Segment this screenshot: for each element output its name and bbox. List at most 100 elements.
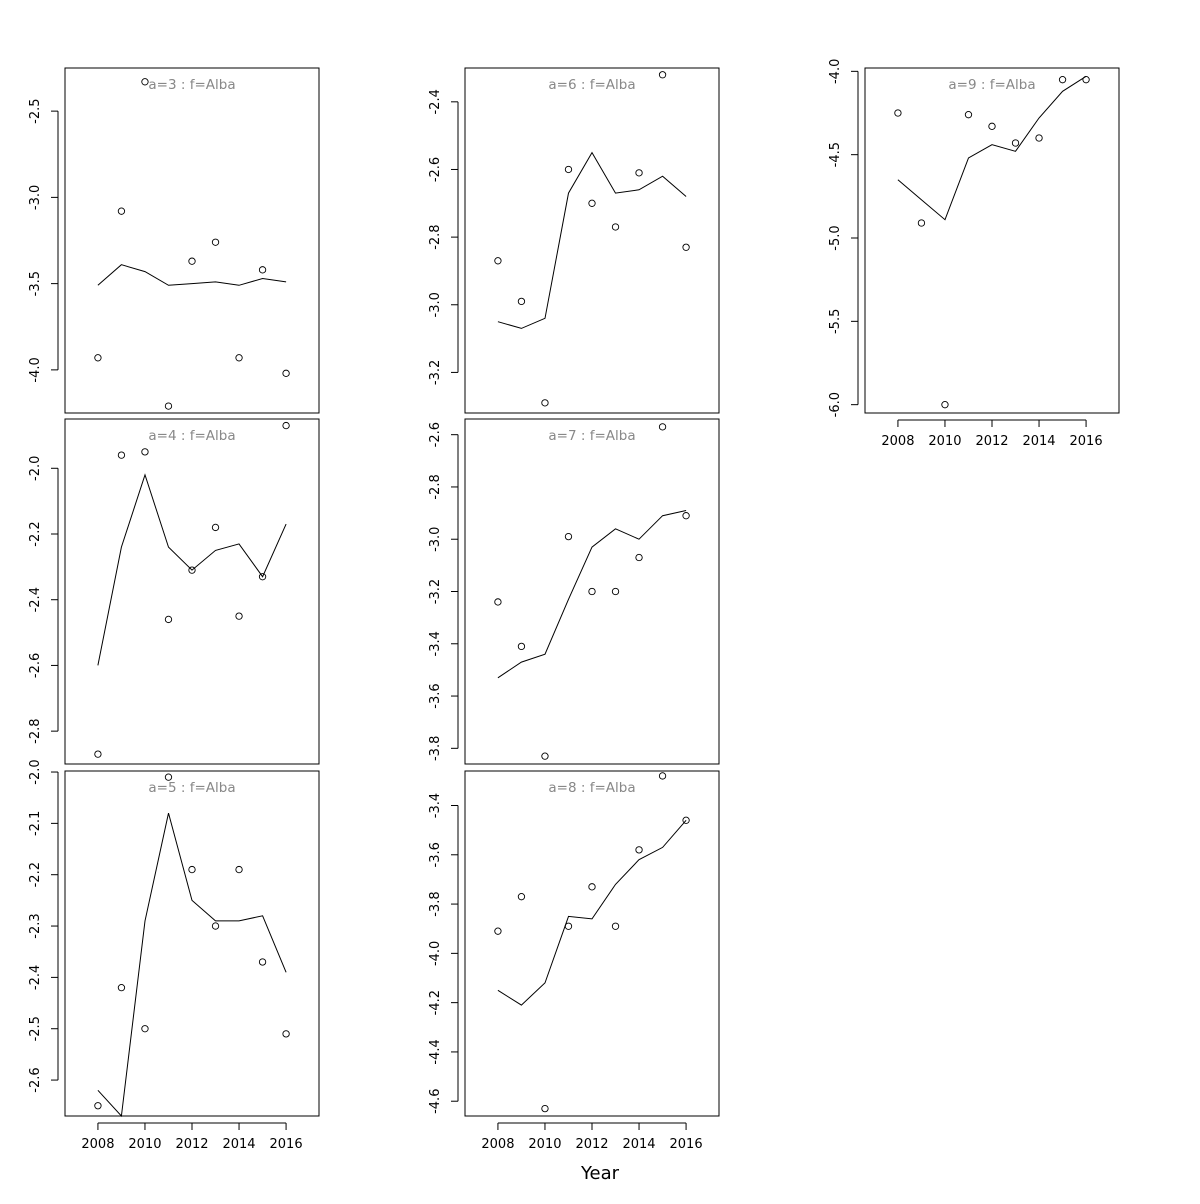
y-tick-label: -2.6 [28, 653, 43, 678]
observed-point [117, 984, 126, 992]
x-tick-label: 2016 [270, 1137, 303, 1152]
observed-point [282, 1030, 290, 1038]
observed-point [564, 165, 573, 174]
observed-point [635, 846, 643, 854]
observed-point [141, 78, 149, 86]
observed-point [211, 238, 220, 246]
observed-point [682, 816, 690, 824]
x-tick-label: 2012 [975, 434, 1008, 449]
y-tick-label: -4.0 [28, 357, 43, 382]
observed-point [658, 71, 667, 79]
observed-point [917, 219, 926, 227]
y-tick-label: -2.2 [28, 862, 43, 887]
x-tick-label: 2008 [481, 1137, 514, 1152]
y-tick-label: -3.4 [428, 793, 443, 818]
observed-point [258, 958, 267, 966]
observed-point [611, 922, 620, 930]
observed-point [517, 893, 526, 901]
observed-point [235, 865, 243, 874]
x-tick-label: 2010 [128, 1137, 161, 1152]
observed-point [988, 122, 996, 130]
panel-frame [64, 67, 320, 414]
x-tick-label: 2014 [222, 1137, 255, 1152]
observed-point [611, 223, 620, 231]
y-tick-label: -3.6 [428, 842, 443, 867]
y-tick-label: -3.2 [428, 360, 443, 385]
panel-frame [464, 770, 720, 1117]
x-tick-label: 2012 [175, 1137, 208, 1152]
y-tick-label: -4.6 [428, 1089, 443, 1114]
y-tick-label: -2.8 [428, 474, 443, 499]
observed-point [658, 772, 667, 780]
panel-title: a=7 : f=Alba [548, 428, 635, 444]
panel-title: a=3 : f=Alba [148, 77, 235, 93]
x-tick-label: 2012 [575, 1137, 608, 1152]
observed-point [188, 566, 196, 574]
observed-point [494, 927, 502, 935]
y-tick-label: -2.3 [28, 913, 43, 938]
observed-point [517, 297, 526, 306]
panel-frame [464, 67, 720, 414]
fitted-series-line [497, 819, 687, 1006]
y-tick-label: -2.6 [28, 1067, 43, 1092]
observed-point [94, 1102, 102, 1110]
y-tick-label: -2.6 [428, 157, 443, 182]
x-tick-label: 2016 [1070, 434, 1103, 449]
observed-point [494, 598, 502, 606]
observed-point [494, 257, 502, 265]
fitted-series-line [897, 75, 1087, 221]
y-tick-label: -4.0 [828, 59, 843, 84]
x-tick-label: 2008 [81, 1137, 114, 1152]
observed-point [164, 402, 173, 410]
y-tick-label: -3.5 [28, 271, 43, 296]
fitted-series-line [97, 812, 287, 1118]
y-tick-label: -4.0 [428, 941, 443, 966]
observed-point [211, 922, 220, 930]
y-tick-label: -3.0 [428, 292, 443, 317]
observed-point [517, 642, 526, 651]
observed-point [117, 451, 126, 459]
y-tick-label: -2.0 [28, 456, 43, 481]
panel-title: a=6 : f=Alba [548, 77, 635, 93]
y-tick-label: -3.6 [428, 683, 443, 708]
y-tick-label: -3.0 [28, 185, 43, 210]
fitted-series-line [497, 151, 687, 329]
panel-5: a=7 : f=Alba -3.8 -3.6 -3.4 -3.2 -3.0 -2.8 -2.6 [428, 418, 720, 765]
x-tick-label: 2014 [622, 1137, 655, 1152]
observed-point [188, 257, 196, 265]
observed-point [541, 1104, 549, 1113]
observed-point [1082, 76, 1090, 84]
y-tick-label: -2.4 [28, 587, 43, 612]
y-tick-label: -2.4 [28, 965, 43, 990]
panel-title: a=5 : f=Alba [148, 780, 235, 796]
observed-point [141, 1025, 149, 1033]
observed-point [541, 752, 549, 760]
observed-point [282, 369, 290, 377]
y-tick-label: -3.4 [428, 631, 443, 656]
fitted-series-line [97, 473, 287, 666]
x-axis-label: Year [580, 1163, 620, 1184]
y-tick-label: -4.4 [428, 1039, 443, 1064]
fitted-series-line [97, 264, 287, 286]
observed-point [588, 883, 596, 891]
panel-frame [64, 418, 320, 765]
x-tick-label: 2008 [881, 434, 914, 449]
observed-point [611, 587, 620, 596]
panel-title: a=9 : f=Alba [948, 77, 1035, 93]
panel-frame [864, 67, 1120, 414]
y-tick-label: -2.8 [428, 224, 443, 249]
y-tick-label: -3.8 [428, 736, 443, 761]
panel-3: a=5 : f=Alba -2.6 -2.5 -2.4 -2.3 -2.2 -2.1 -2.0… [28, 759, 320, 1152]
y-tick-label: -2.8 [28, 718, 43, 743]
y-tick-label: -2.2 [28, 521, 43, 546]
y-tick-label: -3.0 [428, 527, 443, 552]
panel-frame [64, 770, 320, 1117]
observed-point [94, 750, 102, 758]
panel-frame [464, 418, 720, 765]
panel-title: a=8 : f=Alba [548, 780, 635, 796]
observed-point [1035, 134, 1043, 142]
observed-point [682, 512, 690, 520]
observed-point [635, 169, 643, 177]
observed-point [211, 523, 220, 532]
